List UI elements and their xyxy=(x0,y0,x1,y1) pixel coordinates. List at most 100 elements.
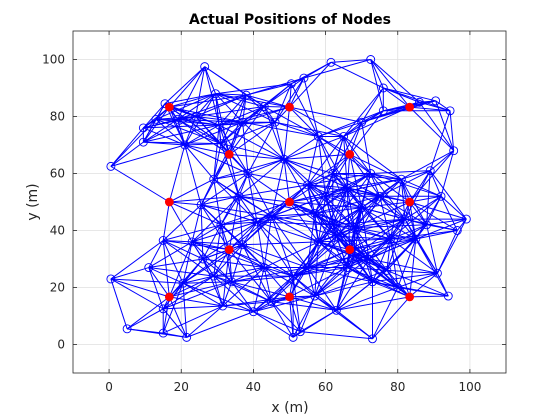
edge-line xyxy=(307,184,348,189)
edge-line xyxy=(437,218,467,274)
edge-line xyxy=(397,238,417,288)
edge-line xyxy=(220,121,276,145)
edge-line xyxy=(274,121,319,137)
edge-line xyxy=(213,275,272,303)
edge-line xyxy=(318,110,384,137)
edge-line xyxy=(200,154,230,206)
edge-line xyxy=(184,143,221,146)
edge-line xyxy=(325,195,362,209)
edge-line xyxy=(271,301,301,333)
edge-line xyxy=(370,173,402,180)
edge-line xyxy=(215,93,276,123)
edge-line xyxy=(379,195,406,220)
node-point xyxy=(158,236,168,245)
edge-line xyxy=(400,179,417,240)
x-tick-label: 40 xyxy=(246,380,261,394)
edge-line xyxy=(349,249,388,271)
edge-line xyxy=(142,106,170,143)
edge-line xyxy=(182,282,254,313)
edge-line xyxy=(195,116,230,155)
y-tick-label: 100 xyxy=(42,53,65,67)
edge-line xyxy=(242,221,258,246)
edge-line xyxy=(220,196,240,226)
edge-line xyxy=(292,258,369,277)
x-tick-label: 0 xyxy=(105,380,113,394)
edge-line xyxy=(346,154,351,188)
edge-line xyxy=(349,238,391,251)
edge-line xyxy=(370,173,442,197)
edge-line xyxy=(325,136,345,197)
edge-line xyxy=(292,235,337,277)
edge-line xyxy=(202,224,222,260)
edge-line xyxy=(110,127,144,167)
plot-frame xyxy=(72,30,507,374)
edge-line xyxy=(372,238,417,283)
edge-line xyxy=(289,62,332,108)
node-point xyxy=(431,96,441,106)
node-point xyxy=(216,220,226,230)
node-point xyxy=(151,114,161,124)
edge-line xyxy=(155,118,220,126)
edge-line xyxy=(361,122,372,174)
node-point xyxy=(267,297,276,307)
edge-line xyxy=(386,218,406,271)
node-point xyxy=(328,169,338,178)
edge-line xyxy=(110,141,144,167)
edge-line xyxy=(354,178,402,228)
node-point xyxy=(400,214,410,224)
anchor-point xyxy=(285,292,294,302)
edge-line xyxy=(292,276,301,332)
node-point xyxy=(182,332,192,342)
edge-line xyxy=(143,118,178,143)
edge-line xyxy=(155,118,222,145)
y-axis-label: y (m) xyxy=(25,183,41,220)
edge-line xyxy=(253,296,290,313)
edge-line xyxy=(247,158,285,174)
node-point xyxy=(375,191,385,201)
node-point xyxy=(209,271,219,281)
edge-line xyxy=(271,301,294,338)
anchor-point xyxy=(345,245,355,254)
edge-line xyxy=(317,136,334,174)
edge-line xyxy=(397,272,438,288)
edge-line xyxy=(317,136,327,197)
edge-line xyxy=(325,178,402,197)
edge-line xyxy=(169,106,243,123)
network-edges xyxy=(110,59,467,340)
edge-line xyxy=(426,196,442,226)
edge-line xyxy=(228,154,240,197)
edge-line xyxy=(325,196,351,250)
edge-line xyxy=(219,106,290,126)
node-point xyxy=(106,274,116,284)
edge-line xyxy=(162,240,215,277)
edge-line xyxy=(242,121,319,137)
edge-line xyxy=(263,77,305,107)
edge-line xyxy=(404,195,442,220)
edge-line xyxy=(271,215,308,268)
node-point xyxy=(425,166,435,176)
edge-line xyxy=(283,159,316,214)
edge-line xyxy=(409,195,442,203)
node-point xyxy=(339,131,349,141)
edge-line xyxy=(409,238,417,297)
edge-line xyxy=(218,124,285,160)
node-point xyxy=(303,263,312,272)
edge-line xyxy=(215,93,247,96)
edge-line xyxy=(215,93,265,108)
edge-line xyxy=(361,87,384,123)
edge-line xyxy=(263,267,290,298)
edge-line xyxy=(162,201,170,241)
edge-line xyxy=(148,267,214,277)
edge-line xyxy=(390,179,402,240)
edge-line xyxy=(143,124,220,129)
node-point xyxy=(180,140,190,150)
edge-line xyxy=(314,236,337,297)
edge-line xyxy=(404,218,438,274)
edge-line xyxy=(335,255,355,311)
node-point xyxy=(449,146,459,156)
edge-line xyxy=(168,66,206,108)
anchor-point xyxy=(405,102,415,112)
edge-line xyxy=(349,153,402,180)
edge-line xyxy=(325,196,334,225)
edge-line xyxy=(155,116,196,120)
